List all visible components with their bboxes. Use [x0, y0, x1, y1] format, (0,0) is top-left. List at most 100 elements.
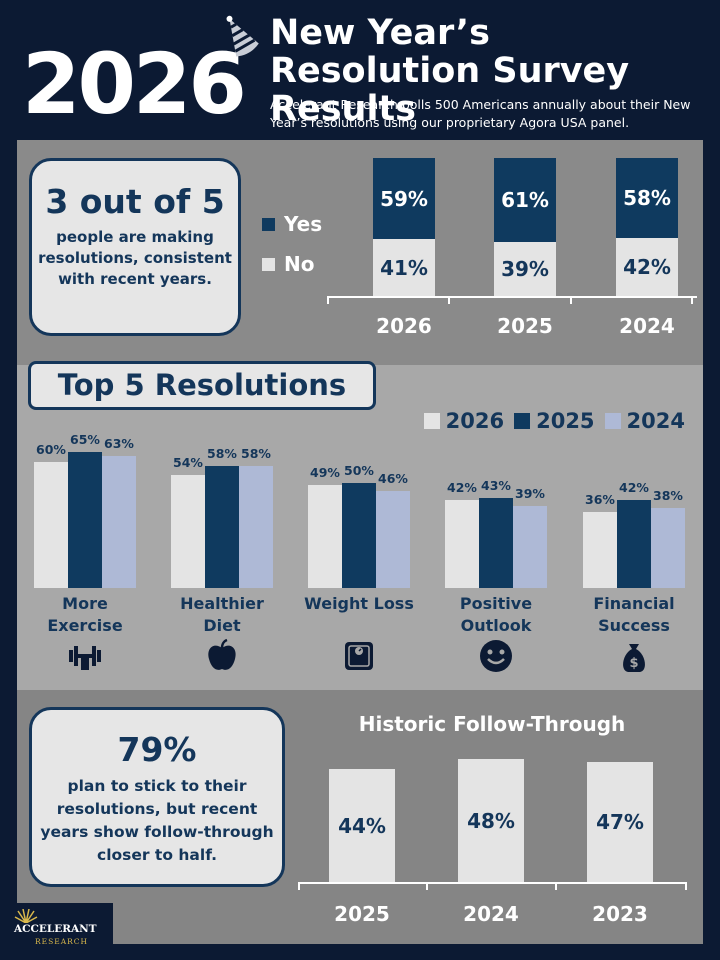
- x-tick-label: 2026: [376, 314, 432, 338]
- stacked-bar-2024: 42% 58%: [616, 158, 678, 296]
- bar-segment-yes: 61%: [494, 158, 556, 243]
- bar-2025: 44%: [329, 769, 395, 882]
- year-heading: 2026: [22, 35, 247, 133]
- x-axis-tick: [685, 882, 687, 890]
- data-label: 60%: [36, 442, 66, 457]
- legend-label-yes: Yes: [284, 212, 323, 236]
- logo-sub: RESEARCH: [35, 937, 89, 946]
- data-label: 36%: [585, 492, 615, 508]
- legend-no: No: [262, 244, 322, 284]
- callout-text: people are making resolutions, consisten…: [38, 228, 232, 288]
- yes-no-legend: Yes No: [262, 204, 322, 284]
- bar-2024: [513, 506, 547, 588]
- bar-2026: [445, 499, 479, 588]
- bar-segment-yes: 58%: [616, 158, 678, 239]
- data-label: 58%: [207, 446, 237, 462]
- data-label: 54%: [173, 454, 203, 470]
- page-title: New Year’s Resolution Survey Results: [270, 13, 630, 129]
- bar-2026: [171, 474, 205, 588]
- callout-stat: 3 out of 5: [45, 182, 225, 221]
- logo-burst-icon: [14, 909, 38, 923]
- bar-2024: [376, 491, 410, 588]
- legend-label: 2025: [536, 409, 595, 433]
- x-tick-label: 2025: [334, 902, 390, 926]
- yes-no-stacked-chart: 41% 59% 2026 39% 61% 2025 42% 58% 2024: [327, 158, 697, 358]
- money-bag-icon: $: [616, 638, 652, 674]
- bar-2025: [479, 497, 513, 588]
- x-axis-tick: [555, 882, 557, 890]
- legend-label: 2026: [445, 409, 505, 433]
- data-label: 63%: [104, 435, 134, 451]
- data-label: 42%: [619, 479, 649, 495]
- header: 2026 New Year’s Resolution Survey Result…: [0, 0, 720, 140]
- data-label: 42%: [447, 479, 477, 495]
- legend-swatch: [423, 413, 440, 429]
- follow-through-chart-title: Historic Follow-Through: [358, 712, 626, 736]
- data-label: 50%: [344, 463, 374, 478]
- category-label: Positive Outlook: [459, 594, 533, 635]
- svg-text:$: $: [629, 656, 638, 671]
- top-resolutions-section: 60% 65% 63% More Exercise 54% 58% 58% Healthier…: [17, 361, 703, 690]
- legend-label: 2024: [626, 409, 685, 433]
- x-axis-tick: [426, 882, 428, 890]
- legend-swatch: [604, 413, 621, 429]
- category-label: Weight Loss: [304, 594, 414, 613]
- category-label: Financial Success: [593, 594, 675, 635]
- x-tick-label: 2025: [497, 314, 553, 338]
- bar-2026: [308, 485, 342, 588]
- party-hat-icon: [226, 15, 259, 57]
- data-label: 58%: [241, 446, 271, 462]
- bar-2024: [102, 455, 136, 588]
- x-axis-tick: [448, 296, 450, 304]
- resolution-rate-callout: 3 out of 5 people are making resolutions…: [29, 158, 241, 336]
- x-axis-tick: [327, 296, 329, 304]
- smiley-icon: [478, 638, 514, 674]
- x-axis-line: [298, 882, 687, 884]
- bar-segment-no: 41%: [373, 239, 435, 296]
- bar-2025: [342, 483, 376, 588]
- legend-swatch: [514, 413, 531, 429]
- apple-icon: [204, 638, 240, 674]
- stacked-bar-2025: 39% 61%: [494, 158, 556, 296]
- data-label: 38%: [653, 488, 683, 504]
- scale-icon: [341, 638, 377, 674]
- dumbbell-icon: [67, 638, 103, 674]
- bar-segment-yes: 59%: [373, 158, 435, 240]
- data-label: 39%: [515, 486, 545, 502]
- bar-2026: [34, 462, 68, 588]
- category-label: More Exercise: [47, 594, 123, 635]
- follow-through-chart: 44% 2025 48% 2024 47% 2023: [17, 690, 703, 944]
- legend-item-2025: 2025: [514, 409, 595, 433]
- x-axis-tick: [570, 296, 572, 304]
- x-tick-label: 2024: [619, 314, 675, 338]
- bar-segment-no: 39%: [494, 242, 556, 296]
- data-label: 49%: [310, 465, 340, 481]
- x-axis-line: [327, 296, 697, 298]
- stacked-bar-2026: 41% 59%: [373, 158, 435, 296]
- x-axis-tick: [298, 882, 300, 890]
- bar-2025: [617, 499, 651, 588]
- top-resolutions-chart: 60% 65% 63% More Exercise 54% 58% 58% Healthier…: [17, 365, 703, 690]
- x-axis-tick: [691, 296, 693, 304]
- callout-text: plan to stick to their resolutions, but …: [40, 777, 274, 864]
- bar-segment-no: 42%: [616, 238, 678, 296]
- top-resolutions-legend: 2026 2025 2024: [414, 409, 685, 433]
- legend-swatch-yes: [262, 217, 275, 231]
- bar-2024: [651, 508, 685, 588]
- x-tick-label: 2024: [463, 902, 519, 926]
- legend-item-2026: 2026: [423, 409, 505, 433]
- data-label: 65%: [70, 431, 100, 447]
- data-label: 46%: [378, 471, 408, 487]
- legend-swatch-no: [262, 257, 275, 271]
- page-subtitle: Accelerant Research polls 500 Americans …: [270, 97, 691, 130]
- resolution-rate-section: 3 out of 5 people are making resolutions…: [17, 140, 703, 365]
- bar-2026: [583, 512, 617, 588]
- bar-2023: 47%: [587, 761, 653, 882]
- x-tick-label: 2023: [592, 902, 648, 926]
- bar-2025: [205, 466, 239, 588]
- legend-yes: Yes: [262, 204, 322, 244]
- follow-through-section: 79% plan to stick to their resolutions, …: [17, 690, 703, 944]
- top-resolutions-title: Top 5 Resolutions: [28, 361, 376, 410]
- follow-through-callout: 79% plan to stick to their resolutions, …: [29, 707, 285, 887]
- data-label: 43%: [481, 477, 511, 493]
